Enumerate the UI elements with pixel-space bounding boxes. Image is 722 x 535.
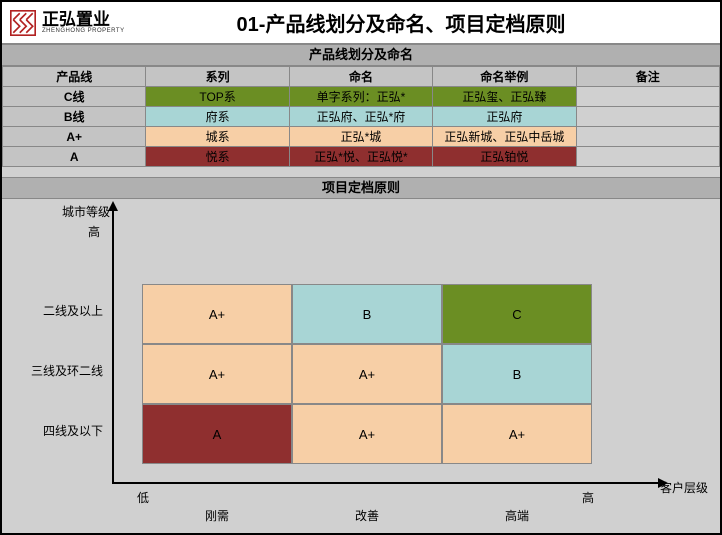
chart-cell: B [442,344,592,404]
x-axis-high: 高 [582,489,594,506]
col-label-1: 改善 [297,507,437,524]
cell-series: TOP系 [146,87,289,107]
spacer [2,167,720,177]
x-axis-low: 低 [137,489,149,506]
col-label-0: 刚需 [147,507,287,524]
cell-series: 城系 [146,127,289,147]
cell-example: 正弘玺、正弘臻 [433,87,576,107]
cell-line: B线 [3,107,146,127]
chart-cell: A+ [292,404,442,464]
cell-remark [576,147,719,167]
cell-naming: 正弘*城 [289,127,432,147]
cell-remark [576,107,719,127]
cell-line: A+ [3,127,146,147]
chart-grid: A+BCA+A+BAA+A+ [142,284,592,464]
th-line: 产品线 [3,67,146,87]
cell-remark [576,127,719,147]
y-axis-title: 城市等级 [62,203,110,220]
th-example: 命名举例 [433,67,576,87]
table-row: B线府系正弘府、正弘*府正弘府 [3,107,720,127]
cell-example: 正弘铂悦 [433,147,576,167]
table-row: A+城系正弘*城正弘新城、正弘中岳城 [3,127,720,147]
chart-cell: A+ [142,284,292,344]
cell-line: A [3,147,146,167]
cell-example: 正弘府 [433,107,576,127]
logo-cn: 正弘置业 [42,11,125,28]
chart-cell: A+ [442,404,592,464]
cell-naming: 正弘*悦、正弘悦* [289,147,432,167]
chart-cell: A+ [142,344,292,404]
table-header-row: 产品线 系列 命名 命名举例 备注 [3,67,720,87]
section1-title: 产品线划分及命名 [2,44,720,66]
logo: 正弘置业 ZHENGHONG PROPERTY [2,10,162,36]
y-axis [112,209,114,484]
y-axis-high: 高 [88,223,100,240]
chart-cell: B [292,284,442,344]
chart-cell: A+ [292,344,442,404]
cell-naming: 单字系列：正弘* [289,87,432,107]
x-axis [112,482,660,484]
th-naming: 命名 [289,67,432,87]
logo-en: ZHENGHONG PROPERTY [42,28,125,34]
table-row: A悦系正弘*悦、正弘悦*正弘铂悦 [3,147,720,167]
cell-example: 正弘新城、正弘中岳城 [433,127,576,147]
logo-text: 正弘置业 ZHENGHONG PROPERTY [42,11,125,34]
row-label-2: 四线及以下 [8,422,103,439]
chart-cell: C [442,284,592,344]
cell-line: C线 [3,87,146,107]
section2-title: 项目定档原则 [2,177,720,199]
cell-series: 悦系 [146,147,289,167]
row-label-0: 二线及以上 [8,302,103,319]
cell-remark [576,87,719,107]
th-series: 系列 [146,67,289,87]
chart-area: 城市等级 高 客户层级 低 高 二线及以上 三线及环二线 四线及以下 刚需 改善… [2,199,720,524]
row-label-1: 三线及环二线 [8,362,103,379]
product-table: 产品线 系列 命名 命名举例 备注 C线TOP系单字系列：正弘*正弘玺、正弘臻B… [2,66,720,167]
page-container: 正弘置业 ZHENGHONG PROPERTY 01-产品线划分及命名、项目定档… [0,0,722,535]
col-label-2: 高端 [447,507,587,524]
header: 正弘置业 ZHENGHONG PROPERTY 01-产品线划分及命名、项目定档… [2,2,720,44]
chart-cell: A [142,404,292,464]
logo-icon [10,10,36,36]
th-remark: 备注 [576,67,719,87]
cell-series: 府系 [146,107,289,127]
x-axis-title: 客户层级 [660,479,708,496]
cell-naming: 正弘府、正弘*府 [289,107,432,127]
table-row: C线TOP系单字系列：正弘*正弘玺、正弘臻 [3,87,720,107]
page-title: 01-产品线划分及命名、项目定档原则 [162,8,720,37]
